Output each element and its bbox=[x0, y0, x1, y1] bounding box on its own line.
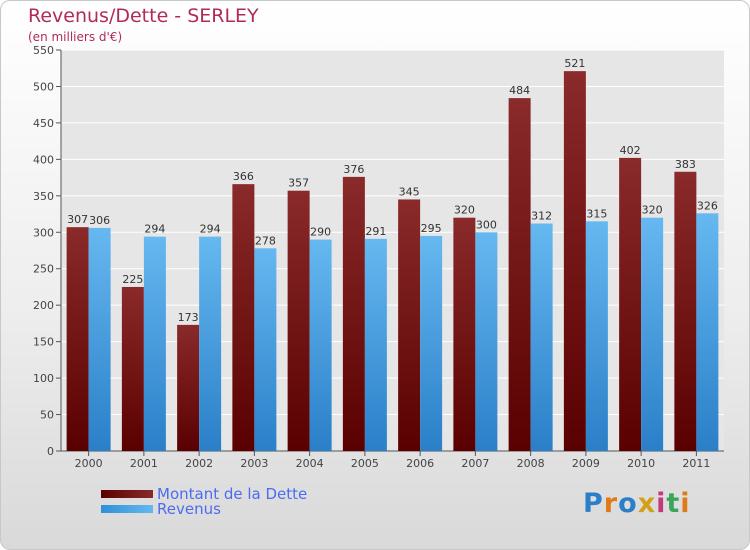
debt-value-label: 521 bbox=[564, 57, 585, 70]
debt-bar bbox=[453, 217, 476, 451]
logo-letter: t bbox=[666, 488, 681, 519]
revenue-bar bbox=[309, 239, 332, 451]
revenue-value-label: 300 bbox=[476, 218, 497, 231]
logo-letter: r bbox=[603, 488, 619, 519]
x-tick-label: 2004 bbox=[296, 457, 324, 470]
logo-letter: i bbox=[656, 488, 667, 519]
debt-bar bbox=[563, 71, 586, 451]
revenue-bar bbox=[364, 238, 387, 451]
y-tick-label: 400 bbox=[33, 153, 54, 166]
logo-letter: i bbox=[680, 488, 691, 519]
revenue-bar bbox=[641, 217, 664, 451]
legend-label-debt: Montant de la Dette bbox=[157, 484, 308, 503]
debt-bar bbox=[66, 227, 89, 451]
revenue-value-label: 306 bbox=[89, 214, 110, 227]
revenue-bar bbox=[88, 227, 111, 451]
x-tick-label: 2008 bbox=[517, 457, 545, 470]
y-tick-label: 100 bbox=[33, 372, 54, 385]
x-tick-label: 2006 bbox=[406, 457, 434, 470]
debt-bar bbox=[508, 98, 531, 452]
debt-bar bbox=[177, 324, 200, 451]
revenue-value-label: 294 bbox=[200, 223, 221, 236]
logo-letter: o bbox=[618, 488, 638, 519]
revenue-bar bbox=[199, 236, 222, 451]
revenue-bar bbox=[143, 236, 166, 451]
x-tick-label: 2005 bbox=[351, 457, 379, 470]
y-tick-label: 500 bbox=[33, 80, 54, 93]
x-tick-label: 2009 bbox=[572, 457, 600, 470]
y-tick-label: 150 bbox=[33, 336, 54, 349]
revenue-value-label: 320 bbox=[642, 204, 663, 217]
x-tick-label: 2011 bbox=[682, 457, 710, 470]
chart-title: Revenus/Dette - SERLEY bbox=[28, 5, 259, 27]
legend-item-debt: Montant de la Dette bbox=[101, 484, 308, 503]
y-tick-label: 0 bbox=[47, 445, 54, 458]
debt-value-label: 366 bbox=[233, 170, 254, 183]
revenue-value-label: 278 bbox=[255, 234, 276, 247]
debt-value-label: 383 bbox=[675, 158, 696, 171]
x-tick-label: 2001 bbox=[130, 457, 158, 470]
y-tick-label: 350 bbox=[33, 190, 54, 203]
revenue-value-label: 295 bbox=[421, 222, 442, 235]
debt-value-label: 376 bbox=[343, 163, 364, 176]
proxiti-logo: Proxiti bbox=[583, 488, 691, 519]
legend-swatch-revenue bbox=[101, 504, 153, 513]
debt-bar bbox=[232, 184, 255, 452]
debt-value-label: 402 bbox=[620, 144, 641, 157]
y-tick-label: 300 bbox=[33, 226, 54, 239]
y-tick-label: 550 bbox=[33, 44, 54, 57]
x-tick-label: 2007 bbox=[461, 457, 489, 470]
debt-bar bbox=[287, 190, 310, 451]
debt-value-label: 320 bbox=[454, 204, 475, 217]
y-tick-label: 250 bbox=[33, 263, 54, 276]
legend: Montant de la Dette Revenus bbox=[101, 484, 308, 518]
revenue-bar bbox=[585, 221, 608, 451]
debt-bar bbox=[121, 286, 144, 451]
debt-bar bbox=[342, 176, 365, 451]
debt-value-label: 307 bbox=[67, 213, 88, 226]
debt-value-label: 173 bbox=[178, 311, 199, 324]
legend-swatch-debt bbox=[101, 489, 153, 498]
revenue-bar bbox=[530, 223, 553, 451]
logo-letter: x bbox=[637, 488, 657, 519]
revenue-value-label: 315 bbox=[586, 207, 607, 220]
x-tick-label: 2000 bbox=[75, 457, 103, 470]
legend-item-revenue: Revenus bbox=[101, 499, 307, 518]
revenue-bar bbox=[420, 235, 443, 451]
revenue-value-label: 294 bbox=[144, 223, 165, 236]
x-tick-label: 2003 bbox=[240, 457, 268, 470]
debt-bar bbox=[674, 171, 697, 451]
y-tick-label: 450 bbox=[33, 117, 54, 130]
debt-bar bbox=[619, 157, 642, 451]
y-tick-label: 200 bbox=[33, 299, 54, 312]
plot-area bbox=[61, 50, 724, 451]
revenue-value-label: 312 bbox=[531, 210, 552, 223]
revenue-bar bbox=[475, 232, 498, 451]
revenue-value-label: 291 bbox=[365, 225, 386, 238]
debt-bar bbox=[398, 199, 421, 451]
logo-letter: P bbox=[583, 488, 604, 519]
x-tick-label: 2002 bbox=[185, 457, 213, 470]
debt-value-label: 484 bbox=[509, 84, 530, 97]
revenue-value-label: 290 bbox=[310, 226, 331, 239]
revenue-bar bbox=[696, 213, 719, 451]
debt-value-label: 225 bbox=[122, 273, 143, 286]
legend-label-revenue: Revenus bbox=[157, 499, 221, 518]
revenue-bar bbox=[254, 248, 277, 451]
debt-value-label: 345 bbox=[399, 185, 420, 198]
revenue-value-label: 326 bbox=[697, 199, 718, 212]
debt-value-label: 357 bbox=[288, 177, 309, 190]
chart-subtitle: (en milliers d'€) bbox=[28, 30, 123, 44]
x-tick-label: 2010 bbox=[627, 457, 655, 470]
y-tick-label: 50 bbox=[40, 409, 54, 422]
